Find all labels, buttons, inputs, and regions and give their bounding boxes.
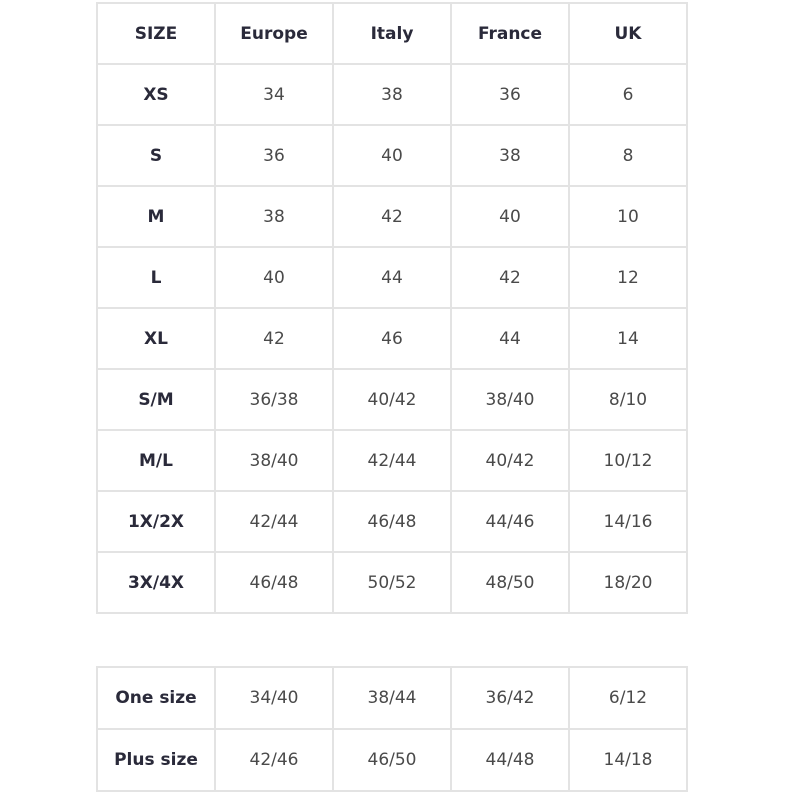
size-value-cell: 34/40 — [214, 666, 334, 730]
size-value-cell: 14/18 — [568, 728, 688, 792]
table-row: Plus size 42/46 46/50 44/48 14/18 — [96, 728, 688, 792]
size-value-cell: 46/50 — [332, 728, 452, 792]
size-value-cell: 10 — [568, 185, 688, 248]
size-value-cell: 36/42 — [450, 666, 570, 730]
size-value-cell: 38 — [450, 124, 570, 187]
size-value-cell: 34 — [214, 63, 334, 126]
size-value-cell: 38/44 — [332, 666, 452, 730]
table-row: M/L 38/40 42/44 40/42 10/12 — [96, 429, 688, 492]
size-value-cell: 40/42 — [450, 429, 570, 492]
size-value-cell: 44 — [332, 246, 452, 309]
size-value-cell: 42/44 — [214, 490, 334, 553]
size-value-cell: 36 — [450, 63, 570, 126]
size-label-cell: XS — [96, 63, 216, 126]
size-label-cell: 1X/2X — [96, 490, 216, 553]
size-value-cell: 46/48 — [332, 490, 452, 553]
size-value-cell: 46/48 — [214, 551, 334, 614]
size-value-cell: 14 — [568, 307, 688, 370]
column-header: France — [450, 2, 570, 65]
table-row: S/M 36/38 40/42 38/40 8/10 — [96, 368, 688, 431]
size-chart-table: SIZE Europe Italy France UK XS 34 38 36 6 S 36 40 38… — [96, 2, 688, 614]
table-row: L 40 44 42 12 — [96, 246, 688, 309]
size-label-cell: M — [96, 185, 216, 248]
size-label-cell: Plus size — [96, 728, 216, 792]
table-row: 3X/4X 46/48 50/52 48/50 18/20 — [96, 551, 688, 614]
size-value-cell: 38 — [332, 63, 452, 126]
size-label-cell: M/L — [96, 429, 216, 492]
size-value-cell: 48/50 — [450, 551, 570, 614]
table-row: XL 42 46 44 14 — [96, 307, 688, 370]
size-value-cell: 40/42 — [332, 368, 452, 431]
size-value-cell: 14/16 — [568, 490, 688, 553]
column-header: UK — [568, 2, 688, 65]
size-label-cell: One size — [96, 666, 216, 730]
size-value-cell: 6/12 — [568, 666, 688, 730]
size-label-cell: S/M — [96, 368, 216, 431]
size-label-cell: S — [96, 124, 216, 187]
size-value-cell: 18/20 — [568, 551, 688, 614]
size-value-cell: 36 — [214, 124, 334, 187]
size-value-cell: 38 — [214, 185, 334, 248]
table-row: XS 34 38 36 6 — [96, 63, 688, 126]
size-value-cell: 46 — [332, 307, 452, 370]
table-row: M 38 42 40 10 — [96, 185, 688, 248]
size-value-cell: 12 — [568, 246, 688, 309]
column-header: Italy — [332, 2, 452, 65]
size-value-cell: 40 — [214, 246, 334, 309]
table-row: S 36 40 38 8 — [96, 124, 688, 187]
column-header: SIZE — [96, 2, 216, 65]
size-value-cell: 38/40 — [214, 429, 334, 492]
size-value-cell: 6 — [568, 63, 688, 126]
table-row: One size 34/40 38/44 36/42 6/12 — [96, 666, 688, 730]
size-label-cell: 3X/4X — [96, 551, 216, 614]
size-value-cell: 40 — [332, 124, 452, 187]
size-value-cell: 42 — [450, 246, 570, 309]
size-value-cell: 44/48 — [450, 728, 570, 792]
size-value-cell: 8/10 — [568, 368, 688, 431]
size-label-cell: L — [96, 246, 216, 309]
size-value-cell: 44 — [450, 307, 570, 370]
size-value-cell: 50/52 — [332, 551, 452, 614]
header-row: SIZE Europe Italy France UK — [96, 2, 688, 65]
size-value-cell: 42/44 — [332, 429, 452, 492]
table-row: 1X/2X 42/44 46/48 44/46 14/16 — [96, 490, 688, 553]
size-label-cell: XL — [96, 307, 216, 370]
size-value-cell: 8 — [568, 124, 688, 187]
size-value-cell: 42/46 — [214, 728, 334, 792]
size-value-cell: 40 — [450, 185, 570, 248]
size-value-cell: 10/12 — [568, 429, 688, 492]
one-size-plus-size-table: One size 34/40 38/44 36/42 6/12 Plus size 42/4… — [96, 666, 688, 792]
size-value-cell: 36/38 — [214, 368, 334, 431]
size-value-cell: 38/40 — [450, 368, 570, 431]
size-value-cell: 44/46 — [450, 490, 570, 553]
size-value-cell: 42 — [214, 307, 334, 370]
size-value-cell: 42 — [332, 185, 452, 248]
column-header: Europe — [214, 2, 334, 65]
